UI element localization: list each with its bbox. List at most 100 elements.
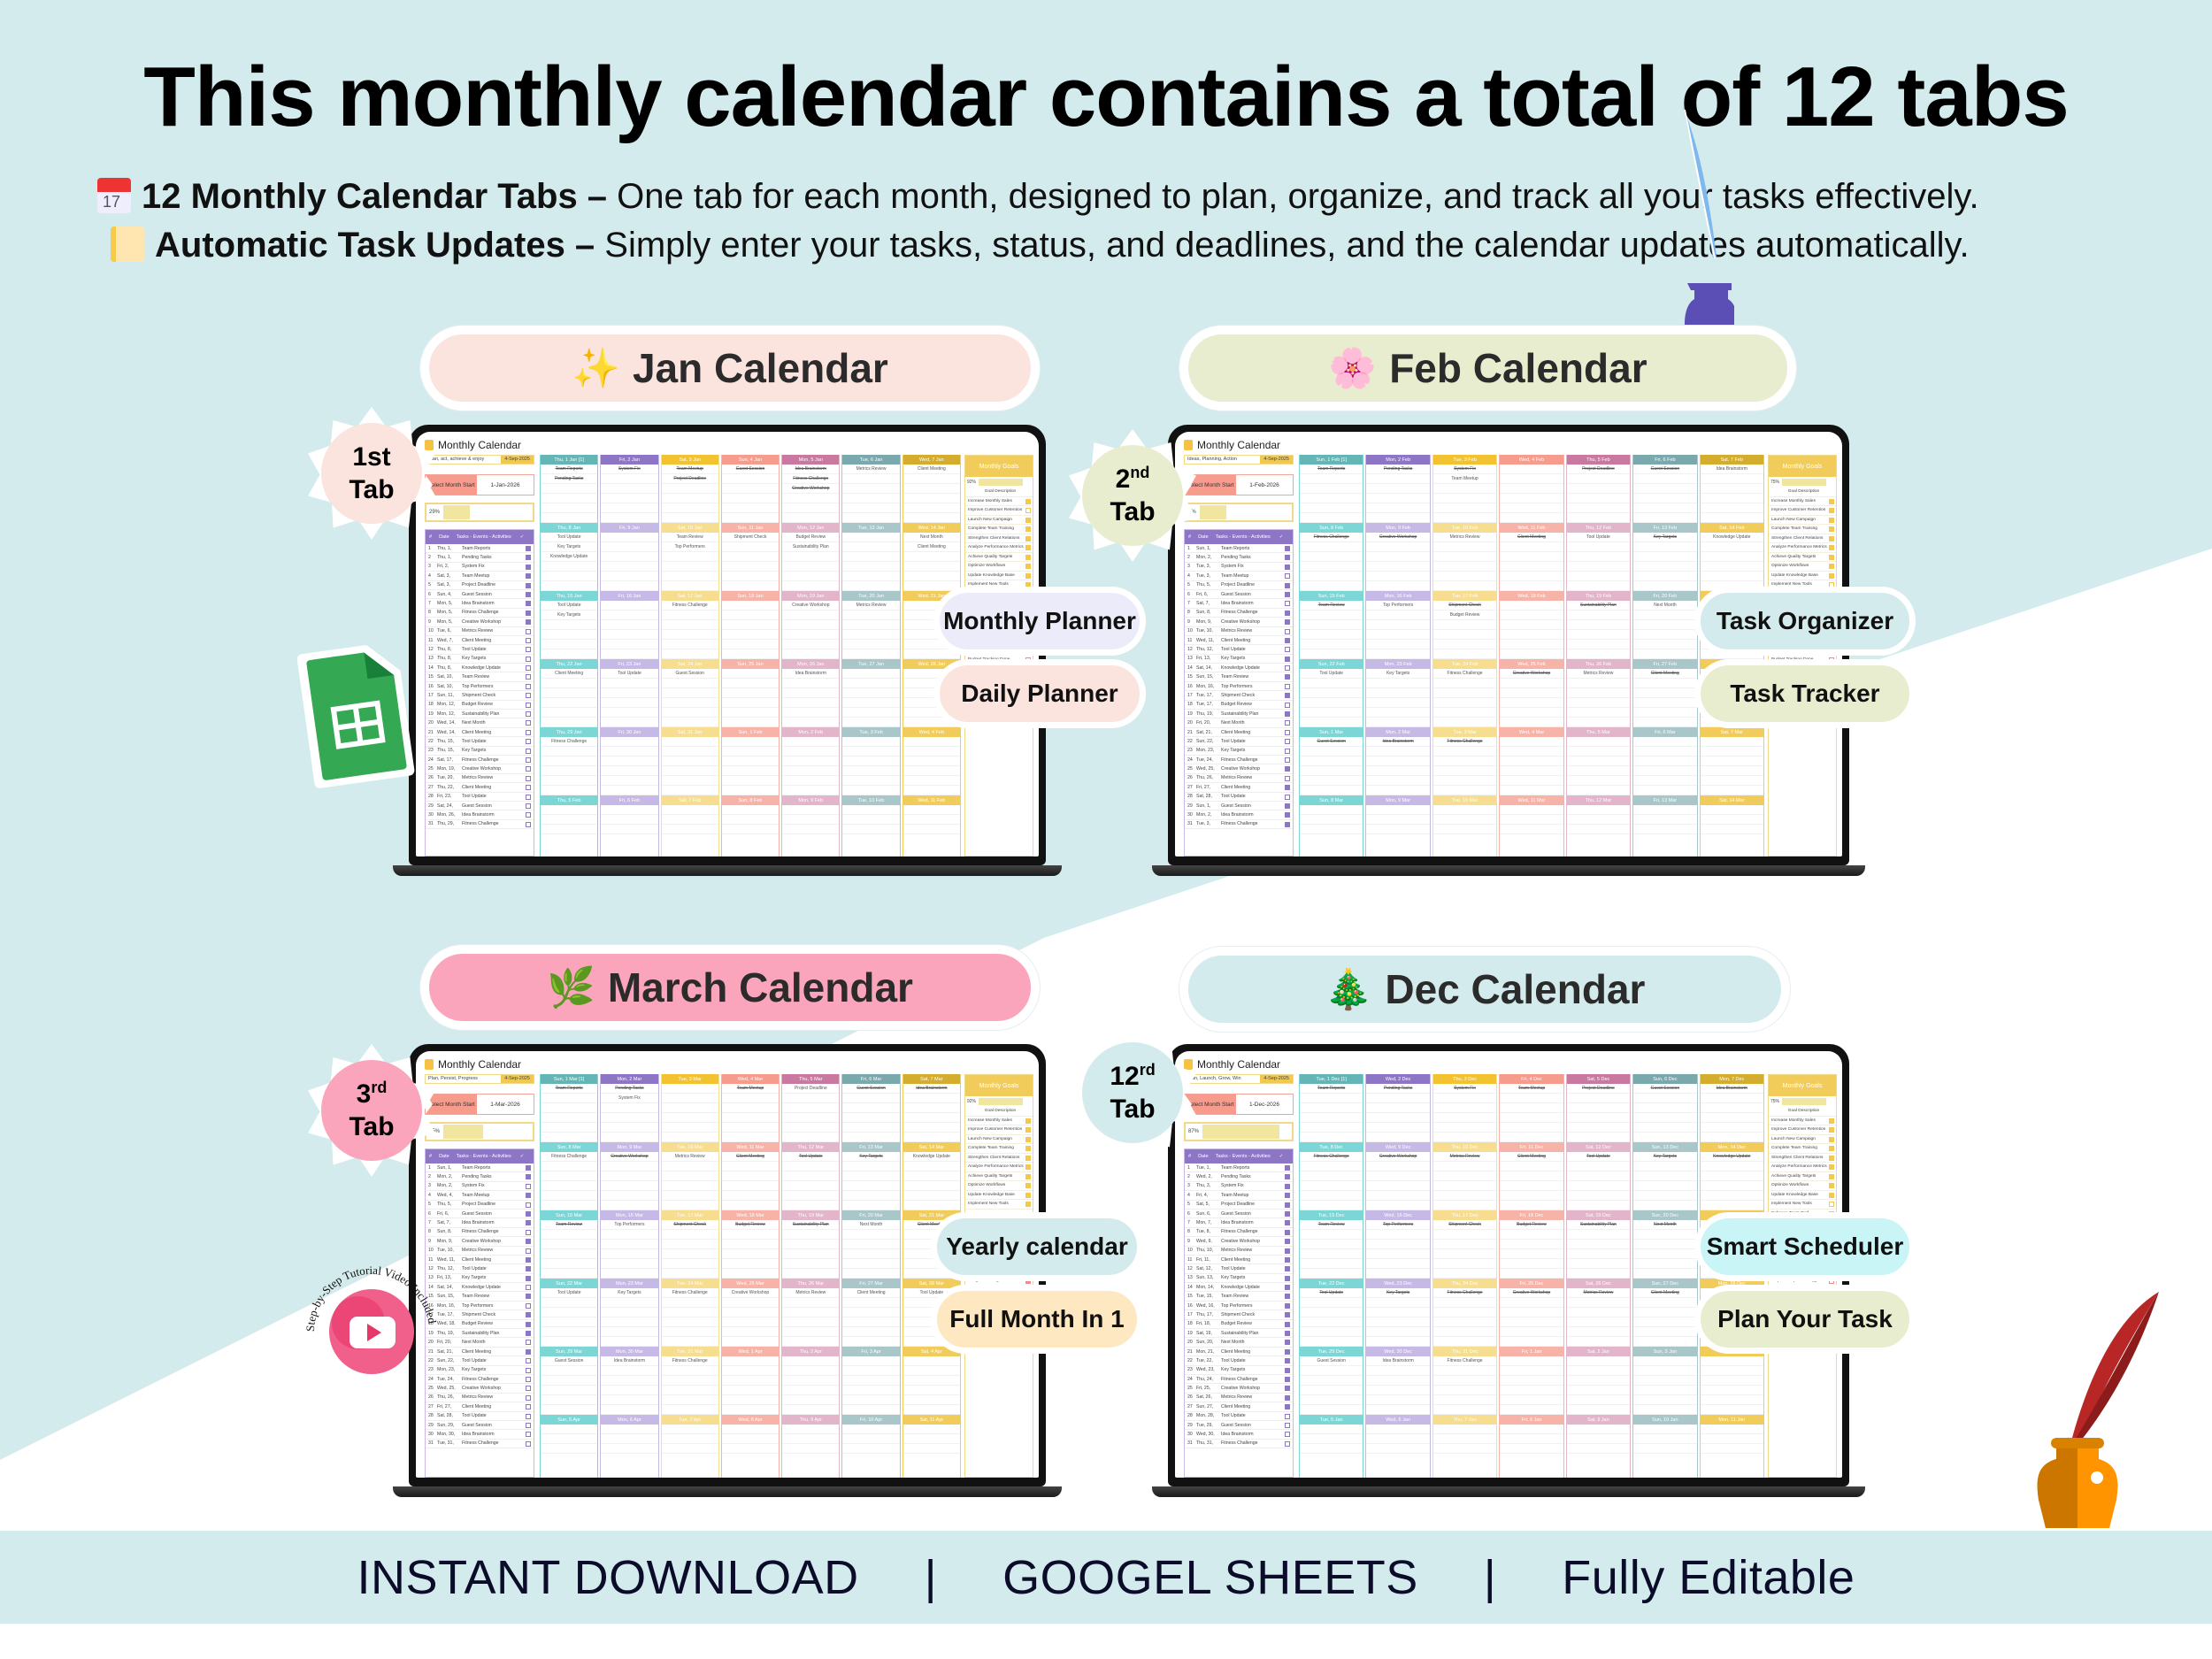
- task-checkbox[interactable]: [1285, 711, 1290, 718]
- task-checkbox[interactable]: [1285, 582, 1290, 588]
- empty-cell[interactable]: [1566, 1171, 1631, 1181]
- empty-cell[interactable]: [541, 698, 598, 708]
- empty-cell[interactable]: [902, 757, 960, 766]
- empty-cell[interactable]: [1432, 1123, 1497, 1133]
- empty-cell[interactable]: [661, 1259, 718, 1269]
- empty-cell[interactable]: [782, 513, 840, 523]
- empty-cell[interactable]: [1432, 1259, 1497, 1269]
- event-cell[interactable]: Guest Session: [1300, 1356, 1363, 1366]
- event-cell[interactable]: Team Meetup: [1432, 474, 1497, 484]
- empty-cell[interactable]: [601, 1249, 658, 1259]
- empty-cell[interactable]: [1633, 1308, 1697, 1317]
- empty-cell[interactable]: [541, 1201, 598, 1210]
- empty-cell[interactable]: [1500, 1094, 1563, 1103]
- empty-cell[interactable]: [842, 757, 900, 766]
- empty-cell[interactable]: [661, 776, 718, 786]
- event-cell[interactable]: Idea Brainstorm: [1366, 1356, 1430, 1366]
- task-checkbox[interactable]: [1285, 794, 1290, 800]
- empty-cell[interactable]: [1432, 718, 1497, 727]
- task-checkbox[interactable]: [1285, 1266, 1290, 1272]
- empty-cell[interactable]: [1366, 474, 1430, 484]
- empty-cell[interactable]: [661, 1094, 718, 1103]
- task-checkbox[interactable]: [526, 693, 531, 699]
- task-checkbox[interactable]: [526, 1174, 531, 1180]
- empty-cell[interactable]: [1633, 747, 1697, 757]
- goal-checkbox[interactable]: [1829, 498, 1834, 504]
- empty-cell[interactable]: [1500, 786, 1563, 795]
- empty-cell[interactable]: [1566, 474, 1631, 484]
- empty-cell[interactable]: [1432, 1425, 1497, 1434]
- empty-cell[interactable]: [1633, 649, 1697, 659]
- task-checkbox[interactable]: [526, 1348, 531, 1355]
- empty-cell[interactable]: [1300, 1259, 1363, 1269]
- empty-cell[interactable]: [721, 513, 780, 523]
- empty-cell[interactable]: [661, 1249, 718, 1259]
- empty-cell[interactable]: [601, 484, 658, 494]
- empty-cell[interactable]: [661, 649, 718, 659]
- empty-cell[interactable]: [1500, 698, 1563, 708]
- empty-cell[interactable]: [541, 1249, 598, 1259]
- empty-cell[interactable]: [1633, 1327, 1697, 1337]
- empty-cell[interactable]: [661, 581, 718, 591]
- empty-cell[interactable]: [661, 688, 718, 698]
- empty-cell[interactable]: [601, 601, 658, 611]
- empty-cell[interactable]: [842, 1240, 900, 1249]
- empty-cell[interactable]: [1432, 1230, 1497, 1240]
- task-checkbox[interactable]: [1285, 601, 1290, 607]
- goal-checkbox[interactable]: [1025, 1183, 1031, 1188]
- empty-cell[interactable]: [1366, 805, 1430, 815]
- task-checkbox[interactable]: [526, 619, 531, 626]
- task-checkbox[interactable]: [1285, 1340, 1290, 1346]
- empty-cell[interactable]: [541, 513, 598, 523]
- empty-cell[interactable]: [842, 1395, 900, 1405]
- event-cell[interactable]: Client Meeting: [1633, 669, 1697, 679]
- empty-cell[interactable]: [601, 825, 658, 834]
- empty-cell[interactable]: [842, 1162, 900, 1171]
- empty-cell[interactable]: [721, 1103, 780, 1113]
- empty-cell[interactable]: [842, 1298, 900, 1308]
- empty-cell[interactable]: [541, 1434, 598, 1444]
- empty-cell[interactable]: [1700, 1191, 1763, 1201]
- empty-cell[interactable]: [721, 698, 780, 708]
- empty-cell[interactable]: [1633, 766, 1697, 776]
- empty-cell[interactable]: [1500, 649, 1563, 659]
- empty-cell[interactable]: [1566, 542, 1631, 552]
- empty-cell[interactable]: [601, 533, 658, 542]
- empty-cell[interactable]: [1500, 1162, 1563, 1171]
- empty-cell[interactable]: [541, 825, 598, 834]
- task-checkbox[interactable]: [526, 1210, 531, 1217]
- empty-cell[interactable]: [1366, 1405, 1430, 1415]
- empty-cell[interactable]: [721, 757, 780, 766]
- empty-cell[interactable]: [782, 1405, 840, 1415]
- task-checkbox[interactable]: [1285, 1440, 1290, 1447]
- empty-cell[interactable]: [601, 1317, 658, 1327]
- empty-cell[interactable]: [1300, 562, 1363, 572]
- empty-cell[interactable]: [721, 1425, 780, 1434]
- empty-cell[interactable]: [661, 1133, 718, 1142]
- event-cell[interactable]: Key Targets: [1633, 1152, 1697, 1162]
- empty-cell[interactable]: [1633, 757, 1697, 766]
- event-cell[interactable]: Budget Review: [721, 1220, 780, 1230]
- goal-checkbox[interactable]: [1025, 1146, 1031, 1151]
- empty-cell[interactable]: [1366, 1376, 1430, 1386]
- empty-cell[interactable]: [1432, 572, 1497, 581]
- task-checkbox[interactable]: [526, 1202, 531, 1208]
- task-checkbox[interactable]: [1285, 1312, 1290, 1318]
- empty-cell[interactable]: [1500, 737, 1563, 747]
- empty-cell[interactable]: [782, 1269, 840, 1279]
- empty-cell[interactable]: [661, 1103, 718, 1113]
- empty-cell[interactable]: [601, 1366, 658, 1376]
- empty-cell[interactable]: [1300, 757, 1363, 766]
- empty-cell[interactable]: [782, 1094, 840, 1103]
- empty-cell[interactable]: [1300, 1201, 1363, 1210]
- task-checkbox[interactable]: [1285, 693, 1290, 699]
- empty-cell[interactable]: [1366, 679, 1430, 688]
- empty-cell[interactable]: [1700, 1444, 1763, 1454]
- empty-cell[interactable]: [902, 766, 960, 776]
- empty-cell[interactable]: [1566, 494, 1631, 503]
- empty-cell[interactable]: [541, 630, 598, 640]
- empty-cell[interactable]: [1366, 1103, 1430, 1113]
- empty-cell[interactable]: [1700, 562, 1763, 572]
- task-checkbox[interactable]: [526, 1220, 531, 1226]
- empty-cell[interactable]: [721, 1201, 780, 1210]
